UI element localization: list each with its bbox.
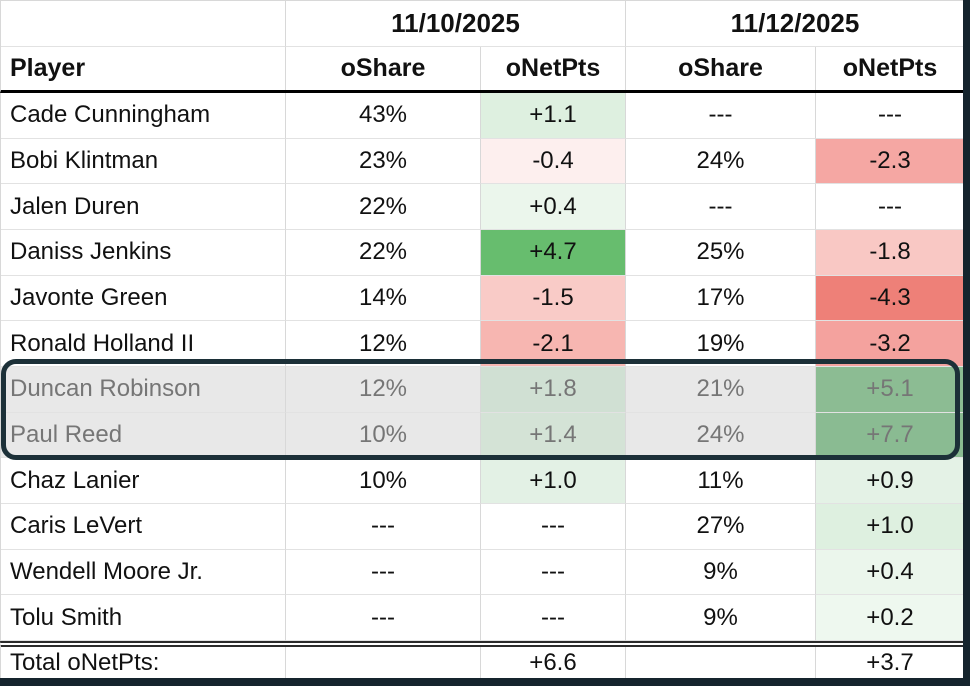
onetpts-1112-cell[interactable]: --- [816, 184, 963, 231]
onetpts-1110-cell[interactable]: --- [481, 549, 626, 596]
total-row: Total oNetPts: +6.6 +3.7 [0, 641, 963, 678]
oshare-1110-cell[interactable]: --- [286, 549, 481, 596]
onetpts-1110-cell[interactable]: +1.0 [481, 458, 626, 505]
player-name-cell[interactable]: Daniss Jenkins [1, 230, 286, 276]
total-oshare-1112-cell[interactable] [626, 647, 816, 678]
oshare-1110-cell[interactable]: 43% [286, 93, 481, 139]
table-row: Tolu Smith --- --- 9% +0.2 [1, 595, 963, 642]
onetpts-1110-cell[interactable]: +4.7 [481, 230, 626, 276]
table-row: Cade Cunningham 43% +1.1 --- --- [1, 93, 963, 139]
onetpts-1110-cell[interactable]: -0.4 [481, 138, 626, 185]
table-body: Cade Cunningham 43% +1.1 --- --- Bobi Kl… [0, 93, 963, 642]
onetpts-1110-cell[interactable]: -2.1 [481, 321, 626, 368]
oshare-1112-cell[interactable]: 24% [626, 412, 816, 459]
oshare-1112-cell[interactable]: 9% [626, 595, 816, 642]
date-header-row: 11/10/2025 11/12/2025 [0, 0, 963, 47]
oshare-1112-cell[interactable]: 21% [626, 367, 816, 413]
oshare-1110-cell[interactable]: 12% [286, 367, 481, 413]
player-name-cell[interactable]: Javonte Green [1, 275, 286, 322]
oshare-1112-header[interactable]: oShare [626, 47, 816, 90]
onetpts-1112-cell[interactable]: -4.3 [816, 275, 963, 322]
table-row: Daniss Jenkins 22% +4.7 25% -1.8 [1, 230, 963, 276]
onetpts-1110-header[interactable]: oNetPts [481, 47, 626, 90]
date-header-1112[interactable]: 11/12/2025 [626, 1, 963, 47]
onetpts-1112-cell[interactable]: +0.9 [816, 458, 963, 505]
onetpts-1112-cell[interactable]: +0.4 [816, 549, 963, 596]
onetpts-1110-cell[interactable]: +1.8 [481, 367, 626, 413]
onetpts-1112-cell[interactable]: -3.2 [816, 321, 963, 368]
player-name-cell[interactable]: Wendell Moore Jr. [1, 549, 286, 596]
onetpts-1110-cell[interactable]: +0.4 [481, 184, 626, 231]
onetpts-1112-cell[interactable]: +1.0 [816, 504, 963, 550]
oshare-1112-cell[interactable]: --- [626, 184, 816, 231]
onetpts-1112-header[interactable]: oNetPts [842, 54, 938, 82]
onetpts-1110-cell[interactable]: -1.5 [481, 275, 626, 322]
oshare-1110-cell[interactable]: 23% [286, 138, 481, 185]
oshare-1112-cell[interactable]: 9% [626, 549, 816, 596]
table-row: Ronald Holland II 12% -2.1 19% -3.2 [1, 321, 963, 368]
player-name-cell[interactable]: Paul Reed [1, 412, 286, 459]
player-name-cell[interactable]: Tolu Smith [1, 595, 286, 642]
table-row: Paul Reed 10% +1.4 24% +7.7 [1, 412, 963, 459]
corner-blank-cell[interactable] [1, 1, 286, 47]
oshare-1110-header[interactable]: oShare [286, 47, 481, 90]
oshare-1110-cell[interactable]: 22% [286, 184, 481, 231]
onetpts-1112-cell[interactable]: -2.3 [816, 138, 963, 185]
oshare-1112-cell[interactable]: 25% [626, 230, 816, 276]
total-onetpts-1112-cell[interactable]: +3.7 [816, 647, 963, 678]
player-name-cell[interactable]: Cade Cunningham [1, 93, 286, 139]
player-name-cell[interactable]: Bobi Klintman [1, 138, 286, 185]
table-row: Wendell Moore Jr. --- --- 9% +0.4 [1, 549, 963, 596]
player-column-header[interactable]: Player [1, 47, 286, 90]
onetpts-1110-cell[interactable]: +1.4 [481, 412, 626, 459]
oshare-1112-cell[interactable]: 27% [626, 504, 816, 550]
oshare-1110-cell[interactable]: 12% [286, 321, 481, 368]
total-label-cell[interactable]: Total oNetPts: [1, 647, 286, 678]
oshare-1112-cell[interactable]: --- [626, 93, 816, 139]
table-row: Chaz Lanier 10% +1.0 11% +0.9 [1, 458, 963, 505]
onetpts-1110-cell[interactable]: --- [481, 504, 626, 550]
oshare-1112-cell[interactable]: 24% [626, 138, 816, 185]
table-row: Caris LeVert --- --- 27% +1.0 [1, 504, 963, 550]
oshare-1110-cell[interactable]: --- [286, 504, 481, 550]
oshare-1110-cell[interactable]: --- [286, 595, 481, 642]
table-row: Duncan Robinson 12% +1.8 21% +5.1 [1, 367, 963, 413]
table-row: Jalen Duren 22% +0.4 --- --- [1, 184, 963, 231]
oshare-1110-cell[interactable]: 22% [286, 230, 481, 276]
player-name-cell[interactable]: Duncan Robinson [1, 367, 286, 413]
player-name-cell[interactable]: Caris LeVert [1, 504, 286, 550]
onetpts-1112-cell[interactable]: +7.7 [816, 412, 963, 459]
player-name-cell[interactable]: Ronald Holland II [1, 321, 286, 368]
date-header-1110[interactable]: 11/10/2025 [286, 1, 626, 47]
oshare-1112-cell[interactable]: 19% [626, 321, 816, 368]
onetpts-1112-cell[interactable]: -1.8 [816, 230, 963, 276]
onetpts-1112-cell[interactable]: +0.2 [816, 595, 963, 642]
onetpts-1110-cell[interactable]: +1.1 [481, 93, 626, 139]
onetpts-1112-cell[interactable]: +5.1 [816, 367, 963, 413]
bottom-frame-bar [0, 678, 963, 686]
onetpts-1112-cell[interactable]: --- [816, 93, 963, 139]
table-row: Javonte Green 14% -1.5 17% -4.3 [1, 275, 963, 322]
total-oshare-1110-cell[interactable] [286, 647, 481, 678]
column-header-row: Player oShare oNetPts oShare oNetPts [0, 47, 963, 93]
player-name-cell[interactable]: Jalen Duren [1, 184, 286, 231]
oshare-1112-cell[interactable]: 17% [626, 275, 816, 322]
table-row: Bobi Klintman 23% -0.4 24% -2.3 [1, 138, 963, 185]
oshare-1110-cell[interactable]: 10% [286, 458, 481, 505]
oshare-1112-cell[interactable]: 11% [626, 458, 816, 505]
oshare-1110-cell[interactable]: 14% [286, 275, 481, 322]
onetpts-1110-cell[interactable]: --- [481, 595, 626, 642]
player-name-cell[interactable]: Chaz Lanier [1, 458, 286, 505]
oshare-1110-cell[interactable]: 10% [286, 412, 481, 459]
total-onetpts-1110-cell[interactable]: +6.6 [481, 647, 626, 678]
